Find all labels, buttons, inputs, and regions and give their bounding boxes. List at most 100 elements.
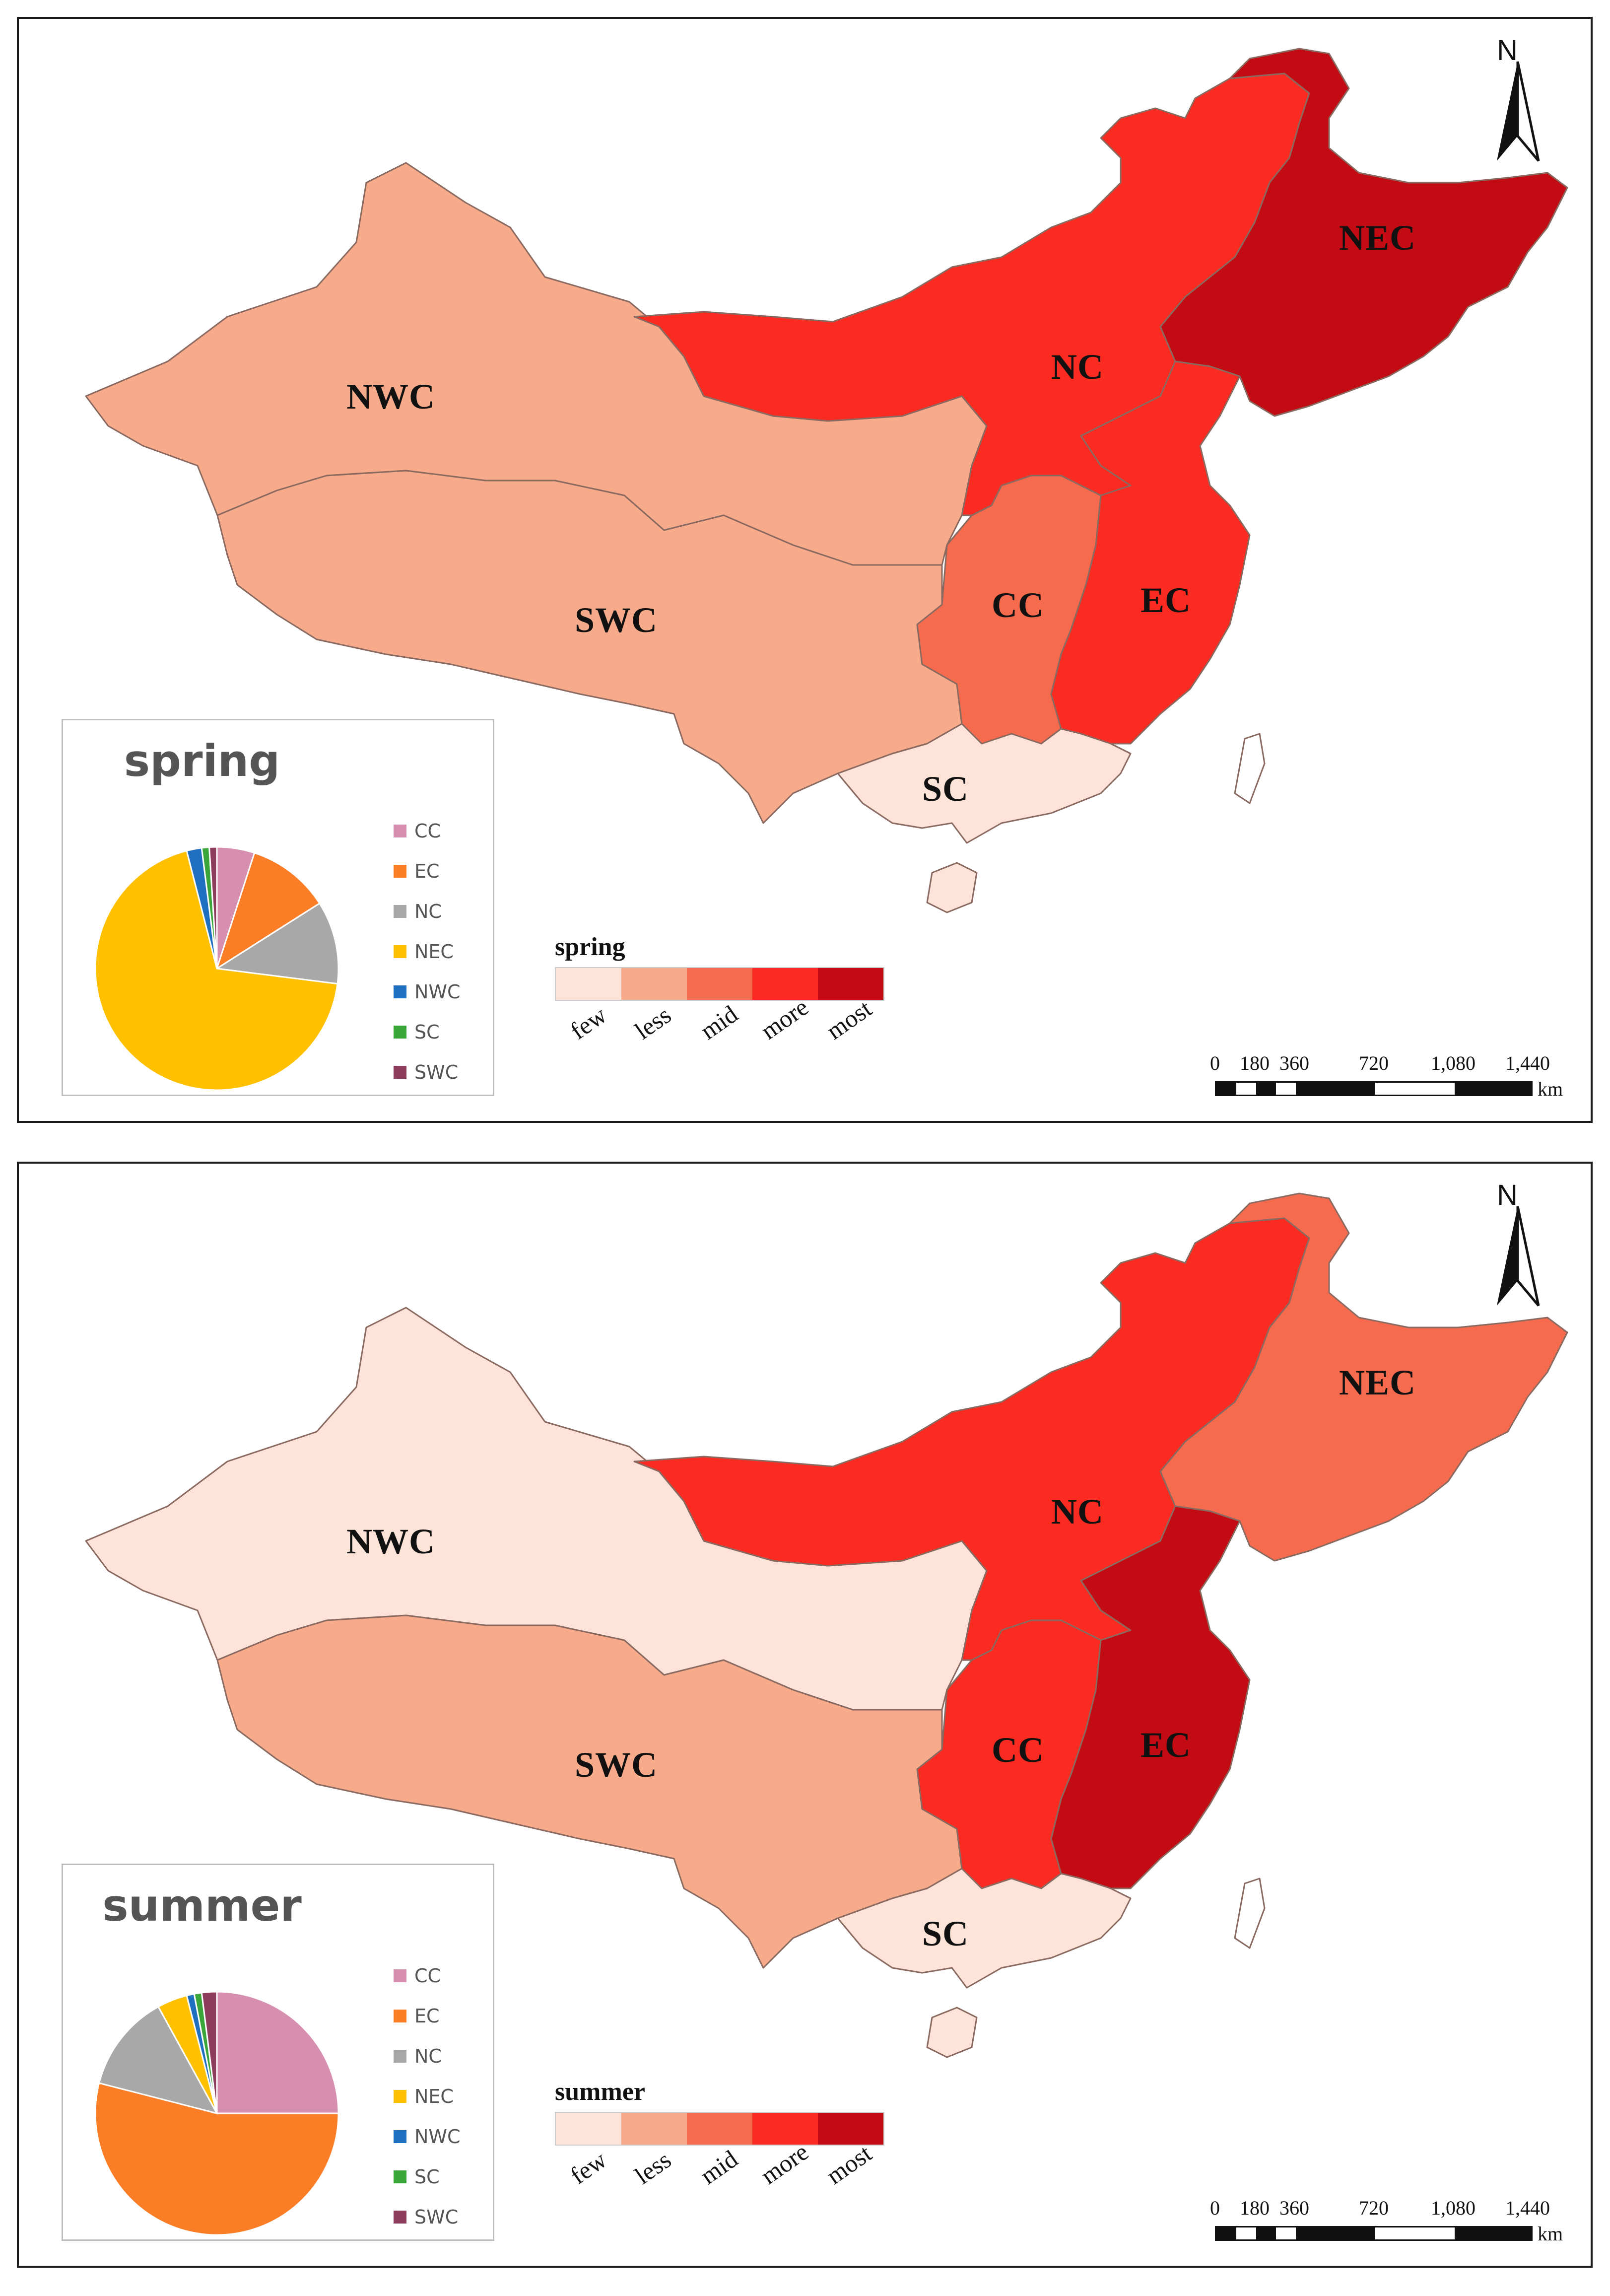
pie-legend-item: NEC	[394, 931, 493, 972]
pie-legend: CC EC NC NEC NWC SC SWC	[394, 1955, 493, 2237]
pie-legend-item: SWC	[394, 2197, 493, 2237]
legend-label-few: few	[565, 1000, 612, 1045]
pie-legend-label: CC	[414, 820, 441, 842]
pie-slice-ec	[215, 852, 321, 971]
pie-legend-item: EC	[394, 1996, 493, 2036]
pie-legend-label: SWC	[414, 1061, 459, 1083]
pie-chart-summer: summer CC EC NC NEC NWC SC SWC	[62, 1864, 494, 2241]
china-region-map	[85, 48, 1568, 913]
region-label-SWC: SWC	[575, 600, 658, 640]
region-SC	[837, 1868, 1132, 1989]
region-label-NC: NC	[1051, 347, 1104, 387]
region-label-SC: SC	[922, 769, 969, 809]
pie-legend-item: NC	[394, 2036, 493, 2076]
scale-tick: 0	[1210, 1052, 1220, 1074]
pie-legend-item: CC	[394, 1955, 493, 1996]
legend-swatch-mid	[687, 2113, 752, 2145]
legend-swatches	[555, 967, 884, 1001]
scale-tick: 1,080	[1431, 1052, 1476, 1074]
scale-unit: km	[1538, 1078, 1563, 1100]
north-arrow-icon	[1497, 1206, 1540, 1307]
legend-swatch-mid	[687, 968, 752, 1000]
pie-legend-label: EC	[414, 860, 440, 882]
pie-legend-label: EC	[414, 2005, 440, 2027]
pie-slice-nc	[214, 902, 339, 985]
scale-tick: 720	[1359, 1052, 1389, 1074]
pie-legend-label: SC	[414, 2165, 440, 2188]
legend-labels: few less mid more most	[555, 2138, 922, 2206]
legend-label-most: most	[821, 2139, 877, 2190]
legend-swatch-more	[752, 2113, 818, 2145]
pie-legend-item: SC	[394, 2157, 493, 2197]
pie-legend-swatch	[394, 824, 406, 837]
pie-legend-swatch	[394, 2210, 406, 2224]
map-panel-summer: NWC SWC NC NEC CC EC SC N summer few les…	[17, 1162, 1593, 2268]
pie-legend-label: NEC	[414, 2085, 454, 2107]
pie-legend-item: SC	[394, 1012, 493, 1052]
legend-label-mid: mid	[695, 1000, 743, 1045]
scale-tick: 1,440	[1505, 2197, 1550, 2219]
scale-tick: 1,440	[1505, 1052, 1550, 1074]
region-EC	[1050, 1505, 1251, 1889]
region-label-CC: CC	[992, 1730, 1044, 1770]
region-label-SC: SC	[922, 1914, 969, 1953]
region-taiwan	[1234, 1878, 1266, 1949]
pie-svg	[94, 846, 339, 1091]
pie-chart-spring: spring CC EC NC NEC NWC SC SWC	[62, 719, 494, 1096]
legend-labels: few less mid more most	[555, 993, 922, 1061]
pie-legend-swatch	[394, 2009, 406, 2022]
scale-tick: 360	[1279, 2197, 1309, 2219]
pie-slice-nc	[98, 2006, 218, 2115]
legend-label-less: less	[629, 2145, 676, 2190]
scale-unit: km	[1538, 2223, 1563, 2245]
pie-legend-item: NWC	[394, 2116, 493, 2157]
map-panel-spring: NWC SWC NC NEC CC EC SC N spring few les…	[17, 17, 1593, 1123]
scale-tick: 180	[1240, 1052, 1270, 1074]
region-label-NEC: NEC	[1339, 218, 1416, 258]
pie-legend-label: CC	[414, 1964, 441, 1987]
region-hainan	[926, 862, 978, 913]
north-arrow-icon	[1497, 61, 1540, 162]
legend-label-mid: mid	[695, 2145, 743, 2190]
legend-summer: summer few less mid more most	[555, 2077, 922, 2206]
scale-bar-segments	[1215, 2226, 1533, 2241]
legend-spring: spring few less mid more most	[555, 932, 922, 1061]
pie-slice-nec	[94, 849, 338, 1091]
legend-swatch-most	[818, 968, 883, 1000]
pie-slice-swc	[201, 1991, 218, 2114]
scale-tick: 720	[1359, 2197, 1389, 2219]
pie-legend-swatch	[394, 1025, 406, 1039]
pie-legend-swatch	[394, 864, 406, 878]
pie-legend-swatch	[394, 1065, 406, 1079]
pie-legend-label: NC	[414, 2045, 442, 2067]
pie-legend-item: NWC	[394, 972, 493, 1012]
legend-title: spring	[555, 933, 625, 961]
legend-label-less: less	[629, 1000, 676, 1045]
pie-title: spring	[124, 735, 280, 786]
legend-swatches	[555, 2112, 884, 2146]
legend-swatch-less	[621, 2113, 687, 2145]
pie-legend-label: SWC	[414, 2206, 459, 2228]
scale-bar: 0 180 360 720 1,080 1,440 km	[1210, 2196, 1587, 2256]
pie-legend-label: NWC	[414, 2125, 461, 2148]
scale-tick: 360	[1279, 1052, 1309, 1074]
region-label-EC: EC	[1140, 580, 1192, 620]
pie-legend-item: NC	[394, 891, 493, 931]
pie-svg	[94, 1991, 339, 2236]
legend-swatch-few	[556, 968, 621, 1000]
region-taiwan	[1234, 733, 1266, 804]
legend-title: summer	[555, 2078, 645, 2106]
china-region-map	[85, 1192, 1568, 2058]
region-NEC	[1159, 48, 1568, 417]
pie-legend-swatch	[394, 2089, 406, 2103]
scale-tick: 1,080	[1431, 2197, 1476, 2219]
pie-slice-ec	[94, 2082, 339, 2236]
pie-legend-swatch	[394, 2049, 406, 2063]
legend-swatch-few	[556, 2113, 621, 2145]
pie-legend-swatch	[394, 945, 406, 958]
pie-title: summer	[102, 1880, 302, 1931]
region-label-NWC: NWC	[346, 377, 435, 417]
north-label: N	[1497, 1179, 1518, 1211]
pie-slice-swc	[208, 846, 218, 969]
pie-legend-swatch	[394, 2170, 406, 2183]
